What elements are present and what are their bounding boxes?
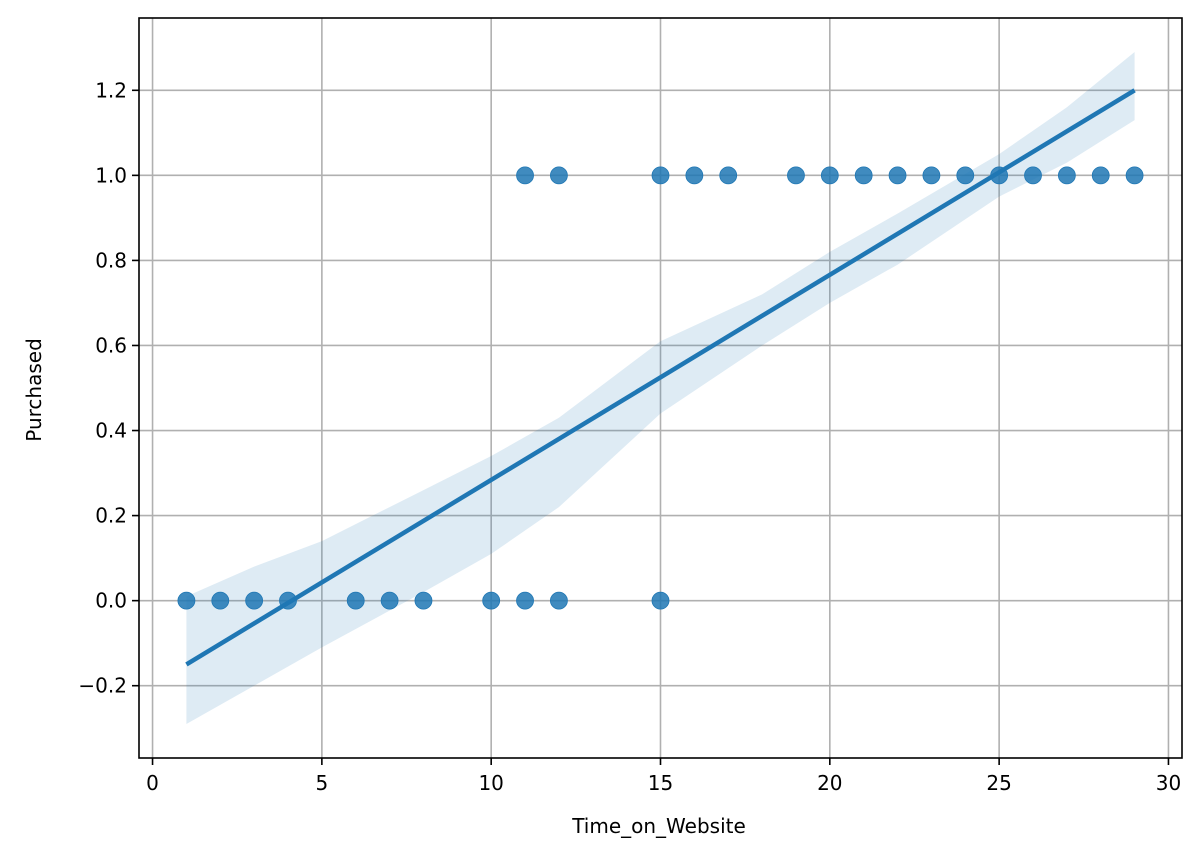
confidence-band-layer: [186, 52, 1135, 724]
y-tick-label: 1.2: [95, 78, 127, 102]
data-point: [854, 166, 873, 185]
x-tick-label: 10: [478, 771, 503, 795]
data-point: [211, 591, 230, 610]
data-point: [1057, 166, 1076, 185]
y-tick-label: 0.2: [95, 504, 127, 528]
data-point: [1091, 166, 1110, 185]
data-point: [685, 166, 704, 185]
data-point: [719, 166, 738, 185]
data-point: [956, 166, 975, 185]
data-point: [482, 591, 501, 610]
y-axis-label: Purchased: [22, 338, 46, 442]
confidence-band: [186, 52, 1135, 724]
y-tick-label: 0.8: [95, 248, 127, 272]
y-tick-label: 0.6: [95, 333, 127, 357]
y-tick-label: 1.0: [95, 163, 127, 187]
regression-line-layer: [185, 88, 1136, 667]
x-axis-label: Time_on_Website: [571, 814, 746, 838]
data-point: [516, 591, 534, 610]
y-tick-label: −0.2: [78, 674, 127, 698]
data-point: [1024, 166, 1042, 185]
data-point: [346, 591, 365, 610]
data-point: [177, 591, 196, 610]
x-tick-label: 20: [817, 771, 842, 795]
y-ticks: −0.2 0.0 0.2 0.4 0.6 0.8 1.0 1.2: [78, 78, 139, 698]
x-tick-label: 5: [315, 771, 328, 795]
x-tick-label: 15: [648, 771, 673, 795]
data-point: [820, 166, 839, 185]
data-point: [245, 591, 264, 610]
x-tick-label: 30: [1156, 771, 1181, 795]
data-point: [651, 591, 670, 610]
regression-line: [185, 88, 1136, 667]
data-point: [922, 166, 941, 185]
data-point: [550, 166, 568, 185]
data-point: [380, 591, 399, 610]
x-tick-label: 25: [986, 771, 1011, 795]
y-tick-label: 0.0: [95, 589, 127, 613]
data-point: [1125, 166, 1144, 185]
data-point: [888, 166, 907, 185]
data-point: [550, 591, 568, 610]
data-point: [651, 166, 670, 185]
y-tick-label: 0.4: [95, 419, 127, 443]
data-point: [516, 166, 534, 185]
x-ticks: 0 5 10 15 20 25 30: [146, 758, 1181, 795]
data-point: [787, 166, 805, 185]
data-point: [414, 591, 433, 610]
points-layer: [177, 166, 1144, 610]
x-tick-label: 0: [146, 771, 159, 795]
